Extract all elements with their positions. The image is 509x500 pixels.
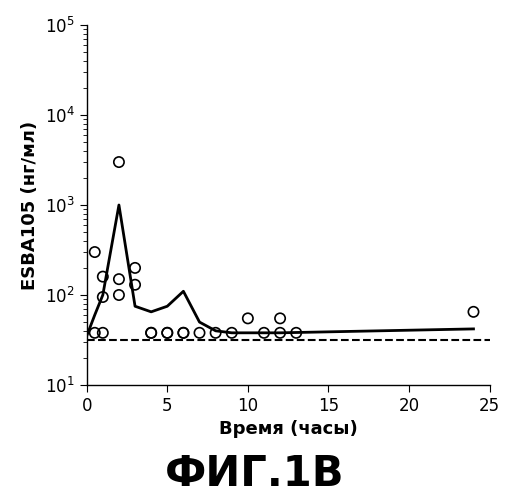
Point	[243, 314, 251, 322]
Point	[115, 275, 123, 283]
Text: ФИГ.1В: ФИГ.1В	[165, 453, 344, 495]
X-axis label: Время (часы): Время (часы)	[218, 420, 357, 438]
Point	[260, 329, 268, 337]
Point	[115, 291, 123, 299]
Point	[147, 329, 155, 337]
Point	[99, 293, 107, 301]
Point	[131, 280, 139, 288]
Point	[99, 329, 107, 337]
Point	[91, 248, 99, 256]
Point	[163, 329, 171, 337]
Point	[292, 329, 300, 337]
Point	[179, 329, 187, 337]
Point	[227, 329, 235, 337]
Point	[211, 329, 219, 337]
Point	[147, 329, 155, 337]
Point	[195, 329, 203, 337]
Point	[179, 329, 187, 337]
Point	[115, 158, 123, 166]
Point	[468, 308, 476, 316]
Y-axis label: ESBA105 (нг/мл): ESBA105 (нг/мл)	[21, 120, 39, 290]
Point	[275, 314, 284, 322]
Point	[131, 264, 139, 272]
Point	[91, 329, 99, 337]
Point	[275, 329, 284, 337]
Point	[163, 329, 171, 337]
Point	[99, 272, 107, 280]
